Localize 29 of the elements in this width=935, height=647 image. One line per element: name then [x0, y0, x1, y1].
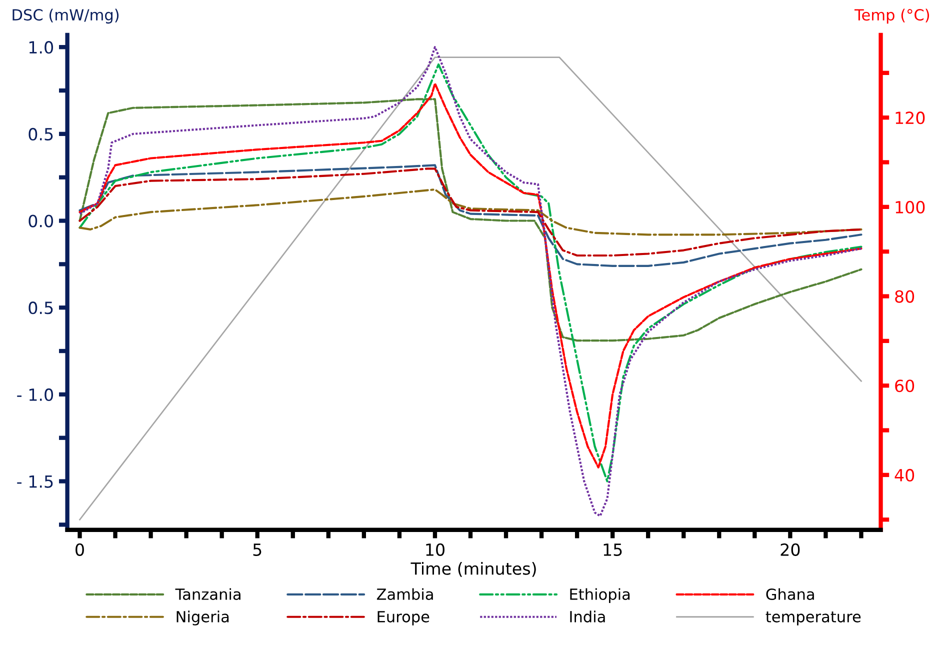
legend-label: India [570, 610, 605, 622]
y-tick-label: 1.0 [29, 41, 54, 54]
y-axis-title: DSC (mW/mg) [12, 8, 119, 24]
line-series [78, 188, 862, 236]
y-tick-label: - 1.0 [17, 388, 54, 401]
x-tick-label: 15 [604, 544, 622, 556]
y2-tick-label: 100 [896, 200, 925, 214]
x-tick-label: 10 [426, 543, 444, 556]
legend-label: Ghana [766, 588, 814, 600]
y-tick-label: 0.5 [28, 302, 53, 314]
y2-tick-label: 80 [895, 290, 914, 303]
legend-label: Zambia [376, 588, 433, 600]
legend-label: Tanzania [175, 588, 240, 600]
y2-tick-label: 40 [894, 468, 914, 482]
y2-tick-label: 60 [895, 380, 914, 392]
legend-label: temperature [766, 611, 861, 626]
line-series [78, 98, 862, 342]
legend-label: Ethiopia [570, 588, 630, 603]
x-axis-title: Time (minutes) [410, 562, 536, 577]
legend-label: Europe [378, 611, 430, 626]
legend-label: Nigeria [176, 610, 229, 626]
x-tick-label: 20 [780, 543, 800, 556]
y2-tick-label: 120 [896, 112, 925, 124]
x-tick-label: 5 [253, 544, 262, 556]
y-tick-label: 0.5 [28, 128, 53, 140]
x-tick-label: 0 [76, 543, 84, 556]
y-tick-label: - 1.5 [17, 475, 53, 488]
y2-axis-title: Temp (°C) [854, 8, 930, 24]
y-tick-label: 0.0 [28, 214, 54, 228]
